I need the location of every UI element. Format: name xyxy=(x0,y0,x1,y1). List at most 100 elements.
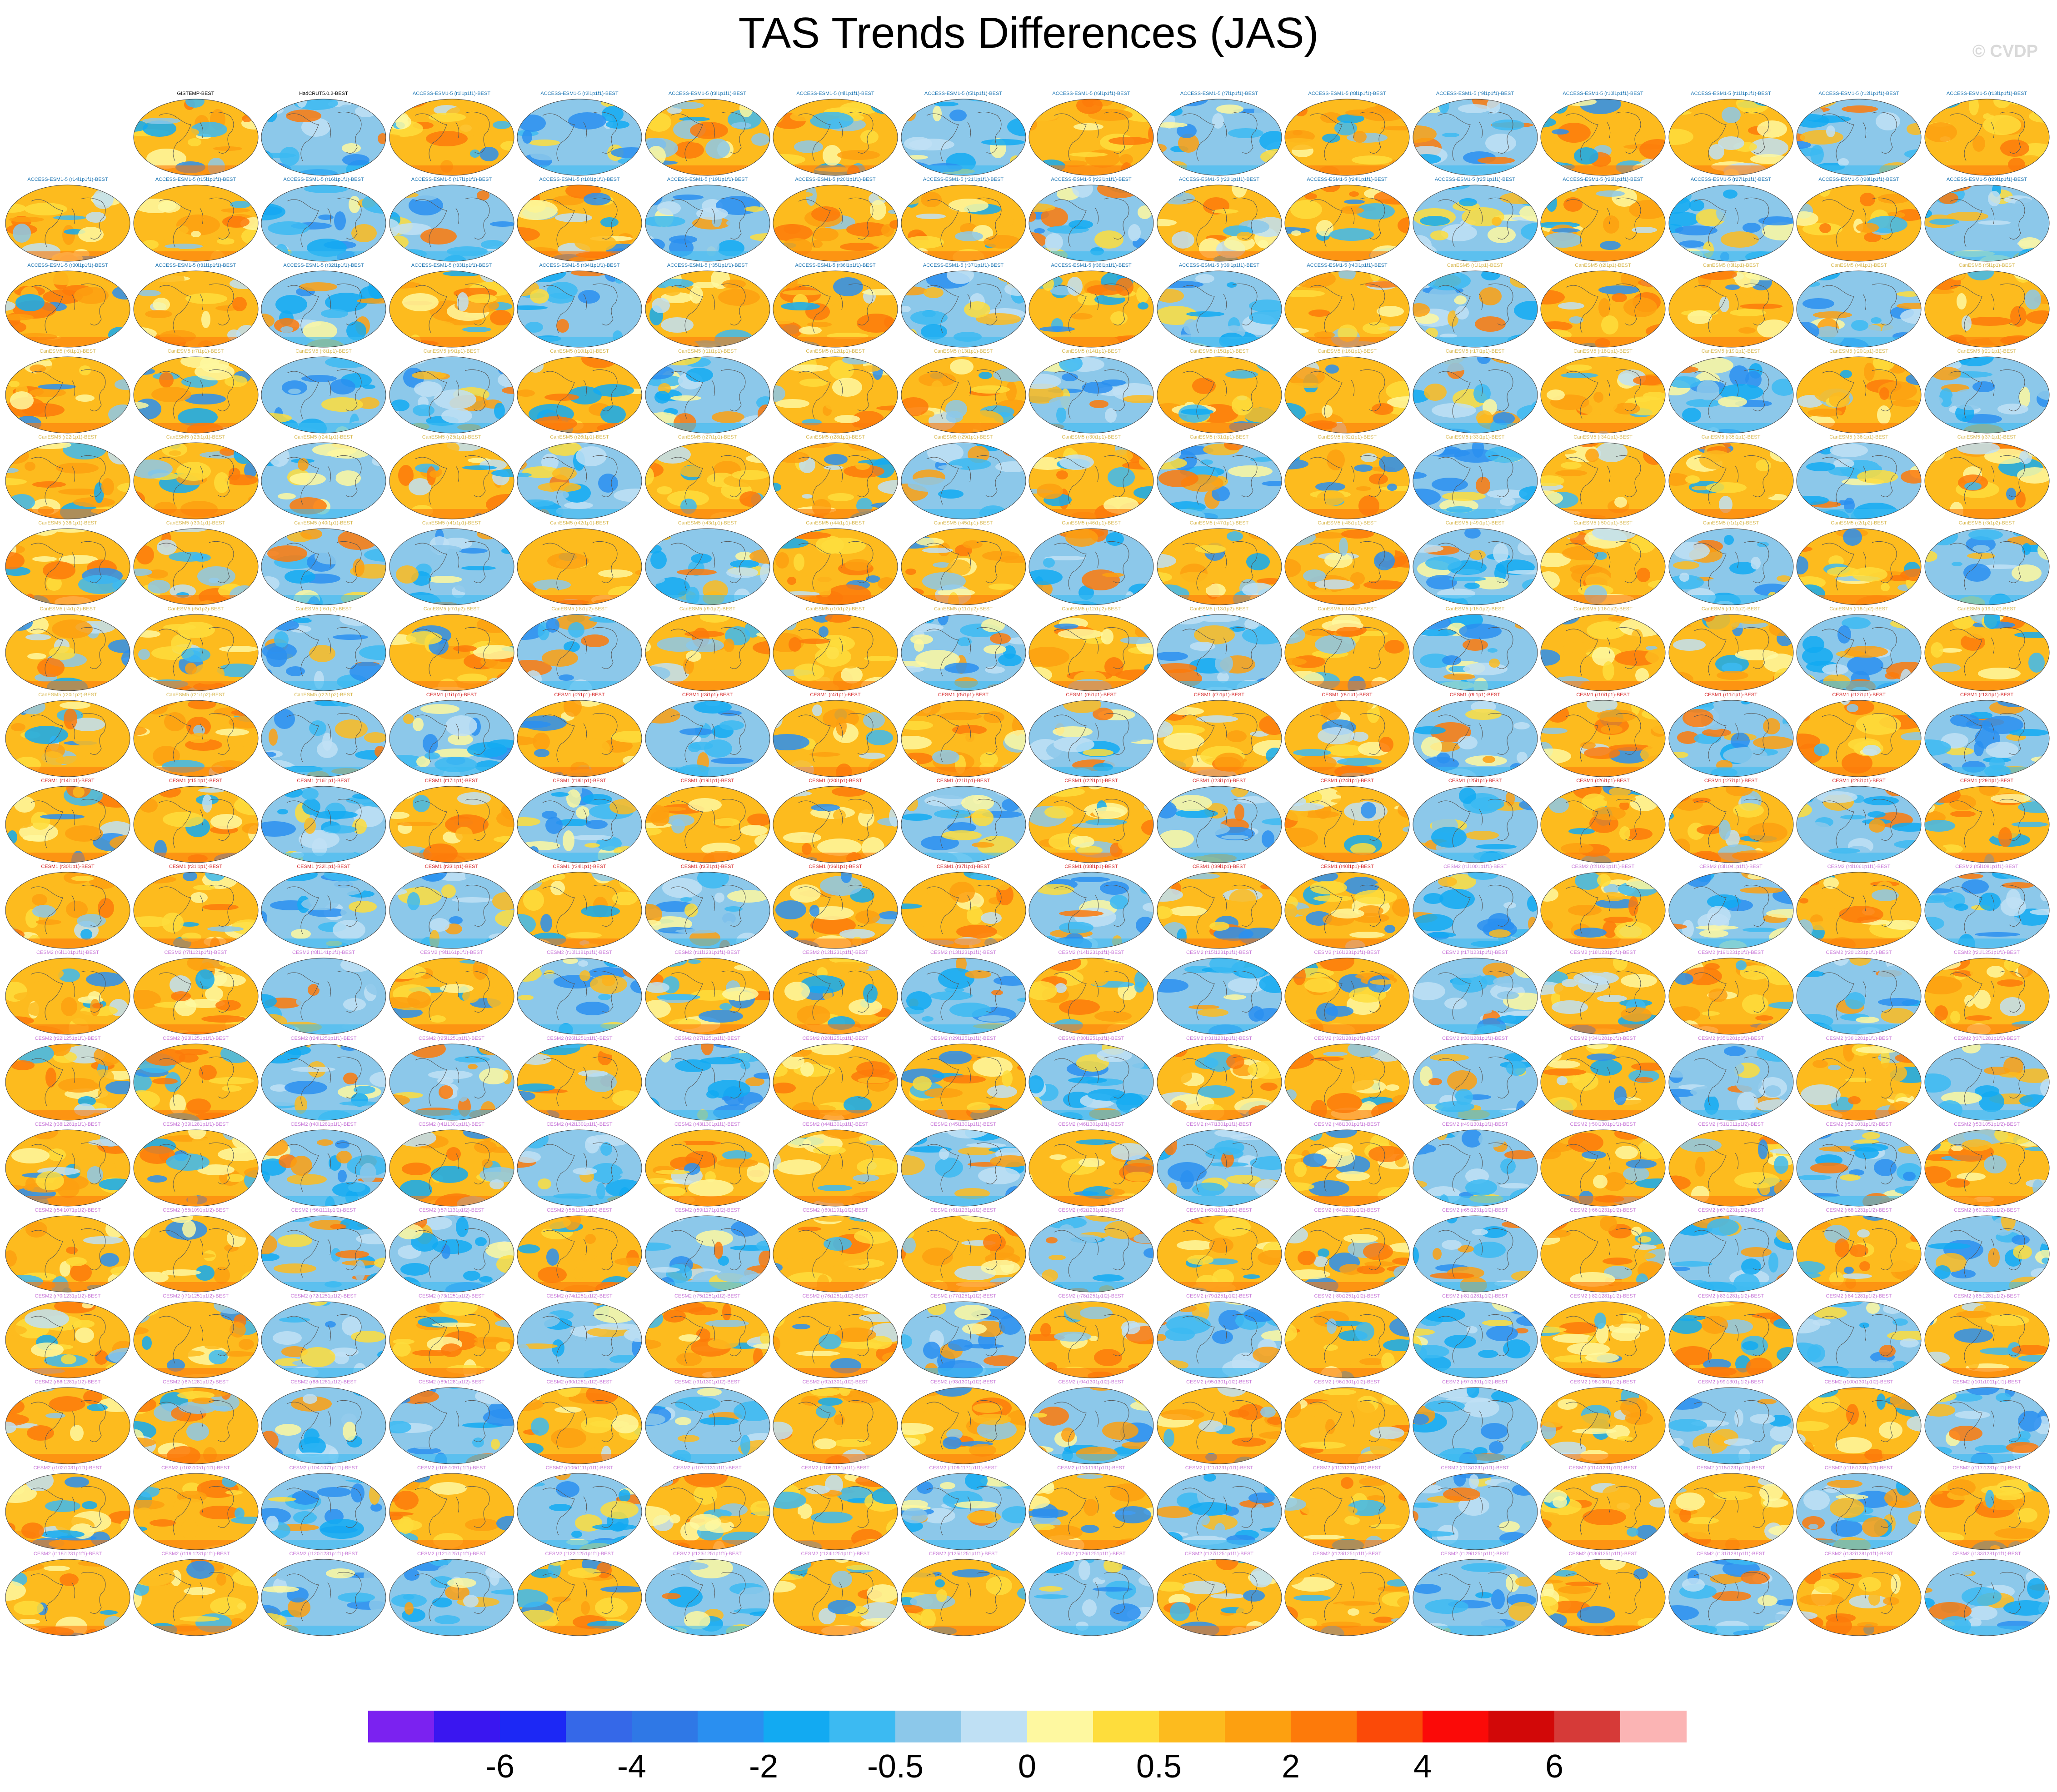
map-panel: CESM2 (r36i1281p1f1)-BEST xyxy=(1795,1036,1923,1122)
map-panel: CESM2 (r59i1171p1f2)-BEST xyxy=(644,1208,772,1294)
globe-map xyxy=(1028,1473,1154,1550)
panel-label: CESM2 (r69i1231p1f2)-BEST xyxy=(1954,1208,2020,1213)
panel-label: CESM2 (r90i1281p1f2)-BEST xyxy=(546,1379,613,1385)
panel-label: CanESM5 (r18i1p2)-BEST xyxy=(1829,606,1888,612)
panel-label: ACCESS-ESM1-5 (r13i1p1f1)-BEST xyxy=(1946,91,2027,96)
panel-label: CESM2 (r18i1231p1f1)-BEST xyxy=(1570,950,1636,955)
panel-label: CESM2 (r63i1231p1f2)-BEST xyxy=(1186,1208,1252,1213)
globe-map xyxy=(1413,614,1538,691)
map-panel: CESM2 (r119i1231p1f1)-BEST xyxy=(132,1551,260,1637)
panel-label: CESM2 (r119i1231p1f1)-BEST xyxy=(161,1551,230,1557)
map-panel: CESM2 (r110i1191p1f1)-BEST xyxy=(1027,1465,1155,1552)
map-panel: CanESM5 (r32i1p1)-BEST xyxy=(1283,434,1411,521)
globe-map xyxy=(517,99,642,176)
colorbar-tick-label: -6 xyxy=(485,1748,515,1785)
panel-label: CESM2 (r47i1301p1f1)-BEST xyxy=(1186,1122,1252,1127)
map-panel: CESM2 (r75i1251p1f2)-BEST xyxy=(644,1293,772,1380)
globe-map xyxy=(5,1559,130,1636)
map-panel: CESM2 (r38i1281p1f1)-BEST xyxy=(4,1122,132,1208)
globe-map xyxy=(1540,270,1666,348)
map-panel: CanESM5 (r39i1p1)-BEST xyxy=(132,520,260,607)
map-panel: CESM2 (r47i1301p1f1)-BEST xyxy=(1155,1122,1283,1208)
panel-label: CanESM5 (r49i1p1)-BEST xyxy=(1445,520,1505,526)
panel-label: ACCESS-ESM1-5 (r29i1p1f1)-BEST xyxy=(1946,177,2027,182)
panel-label: ACCESS-ESM1-5 (r2i1p1f1)-BEST xyxy=(540,91,619,96)
panel-label: CESM2 (r76i1251p1f2)-BEST xyxy=(802,1293,869,1299)
globe-map xyxy=(5,1301,130,1378)
panel-label: CESM2 (r103i1051p1f1)-BEST xyxy=(161,1465,230,1471)
panel-label: CESM1 (r8i1p1)-BEST xyxy=(1322,692,1373,698)
globe-map xyxy=(5,185,130,262)
map-panel: ACCESS-ESM1-5 (r30i1p1f1)-BEST xyxy=(4,263,132,349)
panel-label: CESM2 (r127i1251p1f1)-BEST xyxy=(1184,1551,1253,1557)
panel-label: CESM2 (r28i1251p1f1)-BEST xyxy=(802,1036,869,1041)
colorbar-box xyxy=(698,1711,764,1742)
panel-label: CESM1 (r36i1p1)-BEST xyxy=(809,864,862,869)
colorbar-tick-label: 4 xyxy=(1413,1748,1432,1785)
globe-map xyxy=(901,1301,1026,1378)
globe-map xyxy=(5,356,130,434)
panel-label: CESM1 (r16i1p1)-BEST xyxy=(297,778,350,784)
map-panel: CanESM5 (r23i1p1)-BEST xyxy=(132,434,260,521)
map-panel: ACCESS-ESM1-5 (r22i1p1f1)-BEST xyxy=(1027,177,1155,263)
panel-label: CESM2 (r133i1281p1f1)-BEST xyxy=(1952,1551,2021,1557)
panel-label: CanESM5 (r15i1p1)-BEST xyxy=(1189,349,1249,354)
map-panel: CanESM5 (r22i1p2)-BEST xyxy=(260,692,388,779)
panel-label: CESM2 (r122i1251p1f1)-BEST xyxy=(545,1551,614,1557)
globe-map xyxy=(1413,1473,1538,1550)
map-panel: CESM2 (r121i1251p1f1)-BEST xyxy=(388,1551,516,1637)
panel-label: CESM2 (r26i1251p1f1)-BEST xyxy=(546,1036,613,1041)
panel-label: CESM2 (r44i1301p1f1)-BEST xyxy=(802,1122,869,1127)
globe-map xyxy=(1540,528,1666,605)
panel-label: CESM2 (r24i1251p1f1)-BEST xyxy=(290,1036,357,1041)
panel-label: CanESM5 (r4i1p2)-BEST xyxy=(40,606,96,612)
globe-map xyxy=(1924,270,2049,348)
map-panel: CanESM5 (r13i1p1)-BEST xyxy=(899,349,1028,435)
map-panel: CESM2 (r64i1231p1f2)-BEST xyxy=(1283,1208,1411,1294)
panel-label: ACCESS-ESM1-5 (r24i1p1f1)-BEST xyxy=(1307,177,1388,182)
map-panel: CanESM5 (r19i1p1)-BEST xyxy=(1667,349,1795,435)
map-panel: CESM2 (r99i1301p1f2)-BEST xyxy=(1667,1379,1795,1466)
map-panel: CESM2 (r120i1231p1f1)-BEST xyxy=(260,1551,388,1637)
globe-map xyxy=(1924,1215,2049,1293)
colorbar-box xyxy=(1357,1711,1423,1742)
panel-label: CESM1 (r31i1p1)-BEST xyxy=(169,864,223,869)
map-panel: CESM2 (r12i1231p1f1)-BEST xyxy=(771,950,899,1036)
panel-label: CESM2 (r70i1231p1f2)-BEST xyxy=(35,1293,101,1299)
globe-map xyxy=(1540,700,1666,777)
globe-map xyxy=(1924,958,2049,1035)
globe-map xyxy=(901,356,1026,434)
colorbar-box xyxy=(1554,1711,1621,1742)
globe-map xyxy=(1028,614,1154,691)
map-panel: CESM2 (r6i1101p1f1)-BEST xyxy=(4,950,132,1036)
panel-label: CanESM5 (r2i1p2)-BEST xyxy=(1831,520,1887,526)
map-panel: CanESM5 (r41i1p1)-BEST xyxy=(388,520,516,607)
panel-label: CESM1 (r7i1p1)-BEST xyxy=(1193,692,1245,698)
map-panel: CESM2 (r71i1251p1f2)-BEST xyxy=(132,1293,260,1380)
globe-map xyxy=(5,528,130,605)
map-panel: CESM1 (r13i1p1)-BEST xyxy=(1923,692,2051,779)
panel-label: CanESM5 (r44i1p1)-BEST xyxy=(806,520,865,526)
map-panel: CESM1 (r33i1p1)-BEST xyxy=(388,864,516,950)
panel-label: CESM2 (r16i1231p1f1)-BEST xyxy=(1314,950,1380,955)
globe-map xyxy=(5,700,130,777)
map-panel: ACCESS-ESM1-5 (r19i1p1f1)-BEST xyxy=(644,177,772,263)
globe-map xyxy=(389,1387,514,1464)
panel-label: CESM1 (r21i1p1)-BEST xyxy=(936,778,990,784)
map-panel: ACCESS-ESM1-5 (r20i1p1f1)-BEST xyxy=(771,177,899,263)
map-panel: CanESM5 (r14i1p1)-BEST xyxy=(1027,349,1155,435)
panel-label: CESM1 (r4i1p1)-BEST xyxy=(810,692,861,698)
panel-label: CanESM5 (r27i1p1)-BEST xyxy=(678,434,737,440)
map-panel: CanESM5 (r3i1p1)-BEST xyxy=(1667,263,1795,349)
map-panel: ACCESS-ESM1-5 (r11i1p1f1)-BEST xyxy=(1667,91,1795,177)
map-panel: CESM2 (r14i1231p1f1)-BEST xyxy=(1027,950,1155,1036)
map-panel: CESM2 (r4i1061p1f1)-BEST xyxy=(1795,864,1923,950)
panel-label: CESM2 (r82i1281p1f2)-BEST xyxy=(1570,1293,1636,1299)
globe-map xyxy=(517,1129,642,1207)
map-panel: CESM2 (r54i1071p1f2)-BEST xyxy=(4,1208,132,1294)
panel-label: CESM2 (r66i1231p1f2)-BEST xyxy=(1570,1208,1636,1213)
map-panel: CESM2 (r22i1251p1f1)-BEST xyxy=(4,1036,132,1122)
map-panel: ACCESS-ESM1-5 (r38i1p1f1)-BEST xyxy=(1027,263,1155,349)
map-panel: CESM1 (r32i1p1)-BEST xyxy=(260,864,388,950)
panel-label: CanESM5 (r7i1p2)-BEST xyxy=(423,606,480,612)
